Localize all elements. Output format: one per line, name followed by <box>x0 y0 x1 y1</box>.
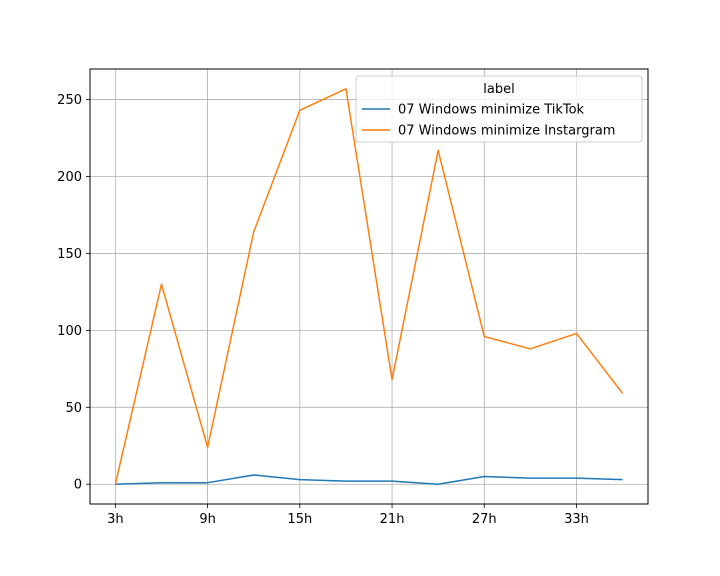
x-axis: 3h 9h 15h 21h 27h 33h <box>107 504 589 527</box>
plot-frame <box>89 68 649 505</box>
legend-label-2: 07 Windows minimize Instargram <box>398 124 615 139</box>
y-tick-label: 100 <box>57 324 82 339</box>
y-tick-label: 250 <box>57 93 82 108</box>
x-tick-label: 15h <box>287 512 312 527</box>
y-tick-label: 150 <box>57 247 82 262</box>
y-tick-label: 0 <box>74 478 82 493</box>
series-line-2 <box>114 88 624 485</box>
y-tick-label: 50 <box>65 401 82 416</box>
y-axis: 0 50 100 150 200 250 <box>57 93 90 493</box>
x-tick-label: 27h <box>472 512 497 527</box>
series-line-1 <box>115 474 623 485</box>
series-lines <box>114 88 624 485</box>
legend-box <box>355 75 643 143</box>
x-tick-label: 9h <box>199 512 216 527</box>
x-tick-label: 33h <box>564 512 589 527</box>
y-tick-label: 200 <box>57 170 82 185</box>
legend-title: label <box>483 82 514 97</box>
legend: label 07 Windows minimize TikTok 07 Windo… <box>355 75 643 143</box>
legend-label-1: 07 Windows minimize TikTok <box>398 103 585 118</box>
x-tick-label: 3h <box>107 512 124 527</box>
x-tick-label: 21h <box>380 512 405 527</box>
